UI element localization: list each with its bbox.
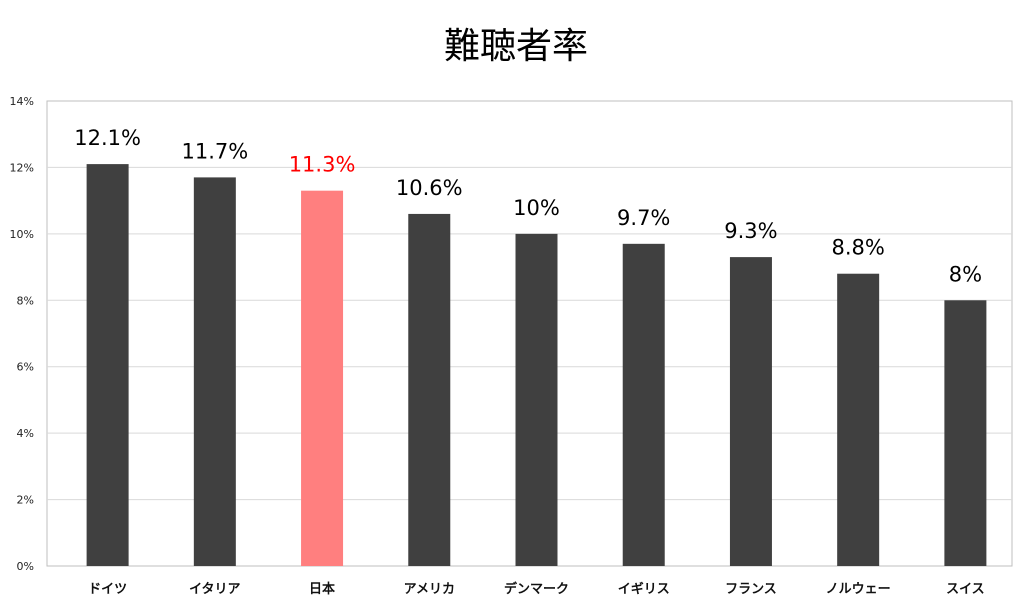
x-tick-label: フランス bbox=[725, 582, 777, 597]
x-tick-label: イタリア bbox=[189, 582, 240, 597]
plot-area: 0% 2% 4% 6% 8% 10% 12% 14% 12.1% ドイツ 11.7% イタリア 11.3… bbox=[10, 95, 1013, 597]
y-tick-label: 6% bbox=[17, 361, 34, 374]
chart-title: 難聴者率 bbox=[444, 26, 588, 67]
y-tick-label: 0% bbox=[17, 560, 34, 573]
bar bbox=[408, 213, 451, 566]
x-tick-label: スイス bbox=[946, 582, 985, 597]
y-tick-label: 2% bbox=[17, 494, 34, 507]
x-tick-label: デンマーク bbox=[504, 581, 569, 597]
x-tick-label: アメリカ bbox=[404, 582, 455, 597]
bar bbox=[86, 164, 129, 566]
bar bbox=[944, 300, 987, 566]
data-label: 12.1% bbox=[74, 126, 141, 150]
y-tick-label: 12% bbox=[10, 161, 34, 174]
data-label: 10.6% bbox=[396, 176, 463, 200]
data-label: 11.3% bbox=[289, 153, 356, 177]
data-label: 10% bbox=[513, 196, 560, 220]
bar bbox=[837, 273, 880, 566]
x-tick-label: ドイツ bbox=[88, 582, 127, 597]
bar bbox=[729, 257, 772, 566]
x-tick-label: 日本 bbox=[309, 581, 335, 597]
data-label: 11.7% bbox=[181, 139, 248, 163]
data-label: 9.3% bbox=[724, 219, 777, 243]
x-tick-label: ノルウェー bbox=[826, 582, 891, 597]
x-tick-label: イギリス bbox=[618, 581, 670, 597]
data-label: 9.7% bbox=[617, 206, 670, 230]
bar-highlight bbox=[301, 190, 344, 566]
bar bbox=[622, 243, 665, 567]
y-tick-label: 10% bbox=[10, 228, 34, 241]
y-tick-label: 8% bbox=[17, 294, 34, 307]
bar bbox=[515, 233, 558, 566]
bar bbox=[193, 177, 236, 566]
y-tick-label: 14% bbox=[10, 95, 34, 108]
y-tick-label: 4% bbox=[17, 427, 34, 440]
data-label: 8.8% bbox=[831, 236, 884, 260]
data-label: 8% bbox=[949, 262, 982, 286]
